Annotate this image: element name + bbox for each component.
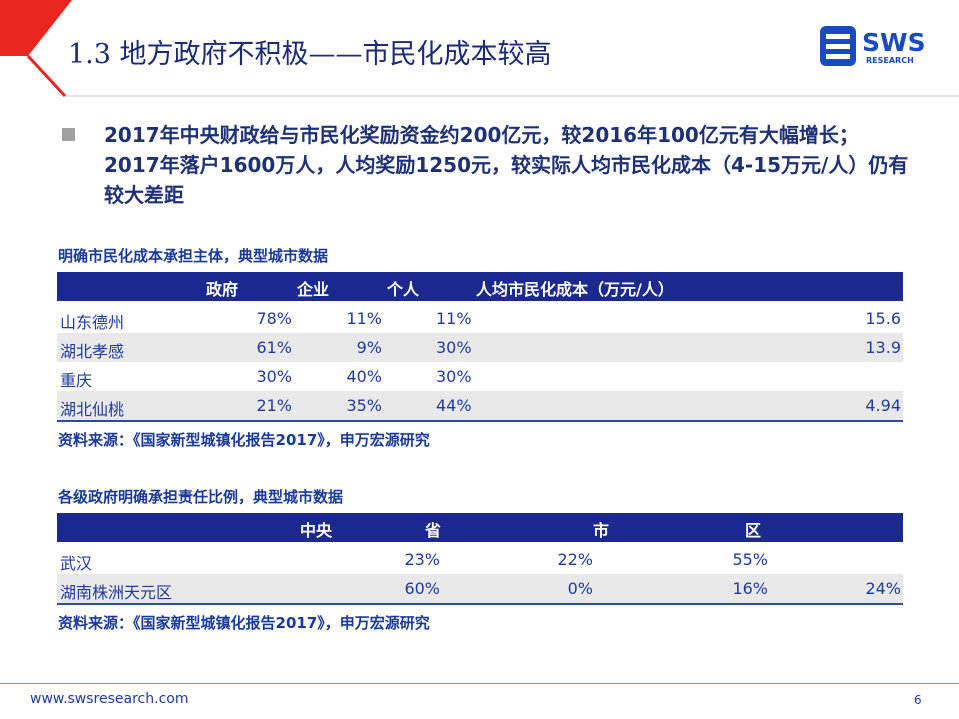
page-number: 6 [914, 693, 922, 707]
table-cell: 30% [436, 338, 472, 357]
table-header: 中央 省 市 区 [57, 513, 903, 542]
table-bottom-line [57, 420, 903, 422]
header-cell: 人均市民化成本（万元/人） [476, 280, 674, 299]
table-cell: 13.9 [865, 338, 901, 357]
table-cell: 30% [256, 367, 292, 386]
logo: SWS [862, 28, 926, 57]
table-cell: 61% [256, 338, 292, 357]
table-row: 湖北仙桃 21% 35% 44% 4.94 [57, 391, 903, 420]
table-cell: 重庆 [60, 371, 93, 390]
table-cell: 11% [346, 309, 382, 328]
table-row: 湖南株洲天元区 60% 0% 16% 24% [57, 574, 903, 603]
table-cell: 11% [436, 309, 472, 328]
table-source: 资料来源：《国家新型城镇化报告2017》，申万宏源研究 [58, 614, 430, 632]
table-row: 湖北孝感 61% 9% 30% 13.9 [57, 333, 903, 362]
table-cell: 60% [404, 579, 440, 598]
table-cell: 21% [256, 396, 292, 415]
table-cell: 4.94 [865, 396, 901, 415]
table-cell: 24% [865, 579, 901, 598]
header-cell: 政府 [205, 280, 238, 299]
table-cell: 湖南株洲天元区 [60, 583, 173, 602]
header-cell: 中央 [299, 521, 332, 540]
table-row: 重庆 30% 40% 30% [57, 362, 903, 391]
bullet-marker [62, 128, 75, 141]
table-cell: 22% [557, 550, 593, 569]
table-cell: 湖北孝感 [60, 342, 125, 361]
table-cell: 0% [567, 579, 593, 598]
table-source: 资料来源：《国家新型城镇化报告2017》，申万宏源研究 [58, 431, 430, 449]
table-cell: 湖北仙桃 [60, 400, 125, 419]
table-row: 山东德州 78% 11% 11% 15.6 [57, 304, 903, 333]
header-decor [0, 0, 959, 98]
table-cell: 30% [436, 367, 472, 386]
table-cell: 40% [346, 367, 382, 386]
table-caption: 明确市民化成本承担主体，典型城市数据 [58, 247, 329, 265]
table-cell: 山东德州 [60, 313, 125, 332]
bullet-text: 2017年中央财政给与市民化奖励资金约200亿元，较2016年100亿元有大幅增… [104, 123, 909, 207]
footer-url: www.swsresearch.com [30, 691, 189, 707]
slide-title: 1.3 地方政府不积极——市民化成本较高 [68, 39, 552, 70]
header-cell: 企业 [296, 280, 329, 299]
header-cell: 区 [744, 521, 761, 540]
table-row: 武汉 23% 22% 55% [57, 545, 903, 574]
table-cell: 44% [436, 396, 472, 415]
table-cell: 16% [732, 579, 768, 598]
table-bottom-line [57, 603, 903, 605]
table-cell: 武汉 [60, 554, 93, 573]
table-cell: 15.6 [865, 309, 901, 328]
table-cell: 55% [732, 550, 768, 569]
table-cell: 9% [356, 338, 382, 357]
table-cell: 78% [256, 309, 292, 328]
table-header: 政府 企业 个人 人均市民化成本（万元/人） [57, 272, 903, 301]
table-cell: 23% [404, 550, 440, 569]
header-cell: 个人 [386, 280, 419, 299]
header-cell: 省 [424, 521, 441, 540]
table-cell: 35% [346, 396, 382, 415]
footer-line [0, 683, 959, 684]
header-cell: 市 [592, 521, 609, 540]
logo-sub: RESEARCH [866, 56, 914, 65]
table-caption: 各级政府明确承担责任比例，典型城市数据 [58, 488, 344, 506]
